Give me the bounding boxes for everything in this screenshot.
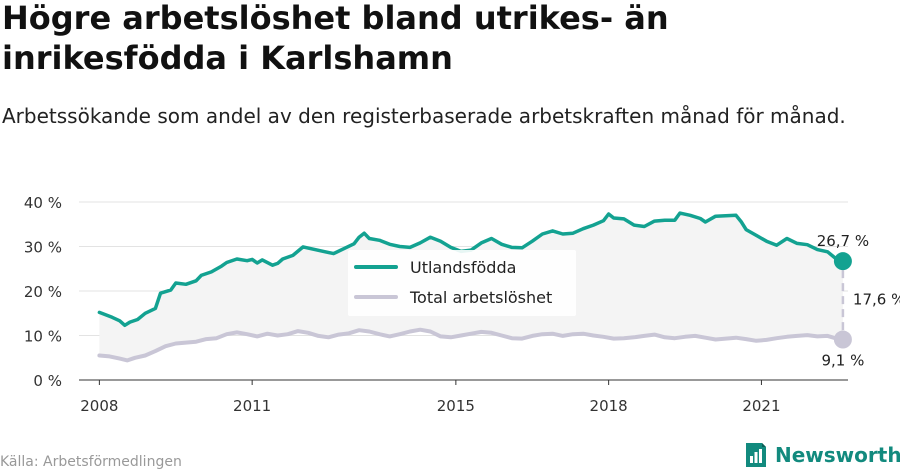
newsworthy-icon <box>746 443 766 467</box>
legend-label-utlandsfodda: Utlandsfödda <box>410 257 517 277</box>
end-marker-total <box>833 330 852 349</box>
end-marker-utlandsfodda <box>833 252 852 271</box>
x-tick-label: 2015 <box>437 397 475 415</box>
end-label-utlandsfodda: 26,7 % <box>817 232 869 250</box>
brand-name: Newsworthy <box>775 443 900 467</box>
legend-item-total: Total arbetslöshet <box>354 286 552 308</box>
y-tick-label: 0 % <box>33 372 62 390</box>
x-tick-label: 2021 <box>742 397 780 415</box>
legend-swatch-total <box>354 295 398 299</box>
series-line-utlandsfodda <box>97 211 845 328</box>
x-tick-label: 2018 <box>590 397 628 415</box>
x-tick-label: 2011 <box>233 397 271 415</box>
source-note: Källa: Arbetsförmedlingen <box>0 454 182 470</box>
series-line-total <box>97 327 845 363</box>
brand-logo[interactable]: Newsworthy <box>744 440 900 470</box>
y-tick-label: 10 % <box>24 328 62 346</box>
legend-label-total: Total arbetslöshet <box>410 287 553 307</box>
page-subtitle: Arbetssökande som andel av den registerb… <box>2 104 846 128</box>
page-title: Högre arbetslöshet bland utrikes- än inr… <box>2 0 669 77</box>
y-tick-label: 30 % <box>24 239 62 257</box>
y-tick-label: 20 % <box>24 283 62 301</box>
difference-label: 17,6 % <box>853 290 900 308</box>
legend-swatch-utlandsfodda <box>354 265 398 269</box>
y-tick-label: 40 % <box>24 194 62 212</box>
legend-item-utlandsfodda: Utlandsfödda <box>354 256 516 278</box>
chart-legend: Utlandsfödda Total arbetslöshet <box>348 250 576 316</box>
x-tick-label: 2008 <box>80 397 118 415</box>
end-label-total: 9,1 % <box>821 352 864 370</box>
